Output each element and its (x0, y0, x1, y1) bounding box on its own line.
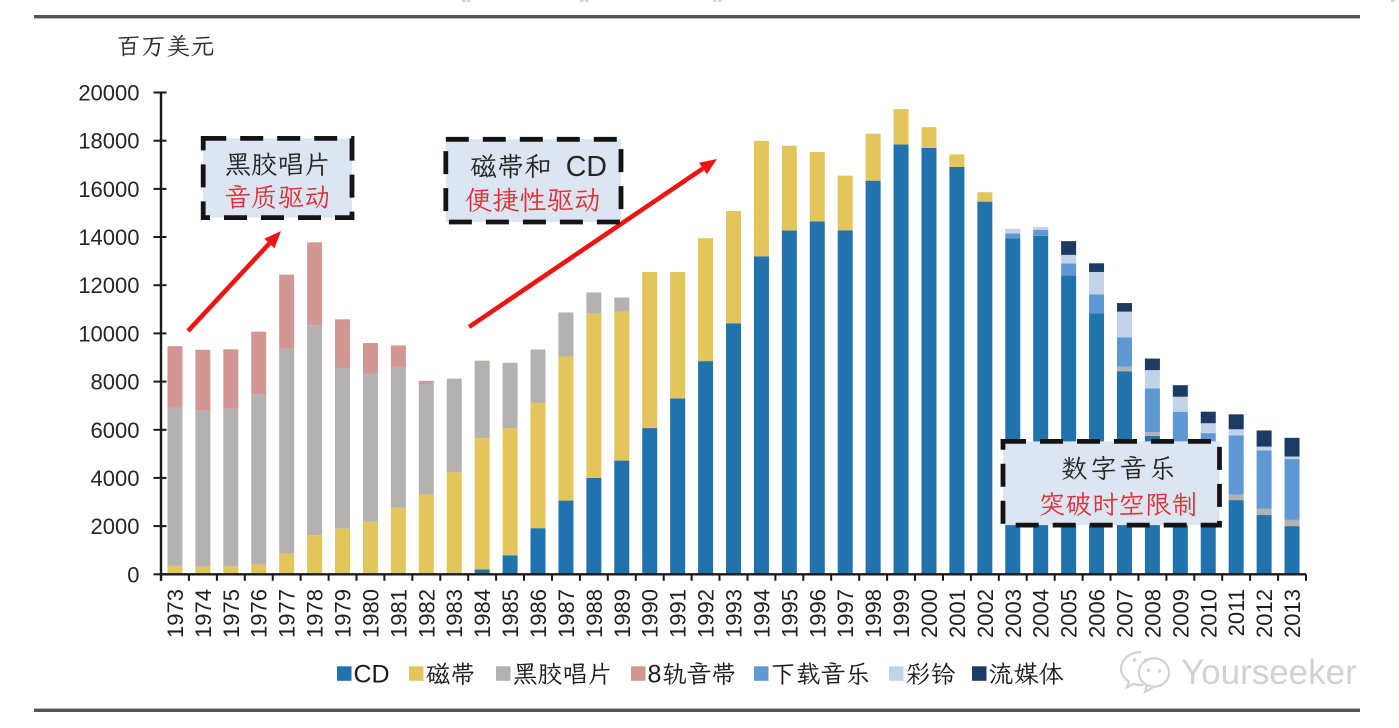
svg-text:1990: 1990 (638, 589, 663, 638)
svg-text:1988: 1988 (582, 589, 607, 638)
svg-text:2000: 2000 (917, 589, 942, 638)
svg-text:12000: 12000 (78, 273, 139, 298)
svg-text:CD: CD (354, 661, 390, 689)
svg-text:1987: 1987 (554, 589, 579, 638)
svg-text:1981: 1981 (386, 589, 411, 638)
svg-text:2004: 2004 (1029, 589, 1054, 638)
svg-text:2009: 2009 (1168, 589, 1193, 638)
svg-text:18000: 18000 (78, 129, 139, 154)
svg-text:1980: 1980 (359, 589, 384, 638)
svg-text:2008: 2008 (1140, 589, 1165, 638)
svg-text:1994: 1994 (749, 589, 774, 638)
svg-text:10000: 10000 (78, 321, 139, 346)
svg-text:1999: 1999 (889, 589, 914, 638)
svg-text:1976: 1976 (247, 589, 272, 638)
svg-text:2000: 2000 (91, 514, 140, 539)
svg-text:1993: 1993 (722, 589, 747, 638)
svg-text:6000: 6000 (91, 418, 140, 443)
svg-text:2013: 2013 (1280, 589, 1305, 638)
svg-text:1992: 1992 (694, 589, 719, 638)
svg-text:2002: 2002 (973, 589, 998, 638)
svg-text:2010: 2010 (1196, 589, 1221, 638)
svg-text:2011: 2011 (1224, 589, 1249, 636)
svg-text:4000: 4000 (91, 466, 140, 491)
svg-text:2005: 2005 (1057, 589, 1082, 638)
svg-text:Yourseeker: Yourseeker (1181, 653, 1357, 692)
svg-text:1979: 1979 (331, 589, 356, 638)
svg-text:16000: 16000 (78, 177, 139, 202)
svg-text:1982: 1982 (414, 589, 439, 638)
svg-text:1995: 1995 (777, 589, 802, 638)
svg-text:1998: 1998 (861, 589, 886, 638)
svg-text:1989: 1989 (610, 589, 635, 638)
svg-text:2012: 2012 (1252, 589, 1277, 638)
svg-text:1983: 1983 (442, 589, 467, 638)
svg-text:CD: CD (566, 151, 607, 183)
svg-text:0: 0 (127, 562, 139, 587)
svg-text:2003: 2003 (1001, 589, 1026, 638)
svg-text:8: 8 (648, 661, 662, 689)
svg-text:1978: 1978 (303, 589, 328, 638)
svg-text:14000: 14000 (78, 225, 139, 250)
svg-text:1977: 1977 (275, 589, 300, 638)
svg-text:1973: 1973 (163, 589, 188, 638)
svg-text:8000: 8000 (91, 370, 140, 395)
svg-text:1984: 1984 (470, 589, 495, 638)
svg-text:2006: 2006 (1085, 589, 1110, 638)
svg-text:2007: 2007 (1113, 589, 1138, 638)
svg-text:1985: 1985 (498, 589, 523, 638)
svg-text:1974: 1974 (191, 589, 216, 638)
svg-text:1997: 1997 (833, 589, 858, 638)
svg-text:1991: 1991 (666, 589, 691, 638)
svg-text:1986: 1986 (526, 589, 551, 638)
svg-text:1975: 1975 (219, 589, 244, 638)
svg-text:2001: 2001 (945, 589, 970, 638)
svg-text:20000: 20000 (78, 81, 139, 106)
svg-text:1996: 1996 (805, 589, 830, 638)
